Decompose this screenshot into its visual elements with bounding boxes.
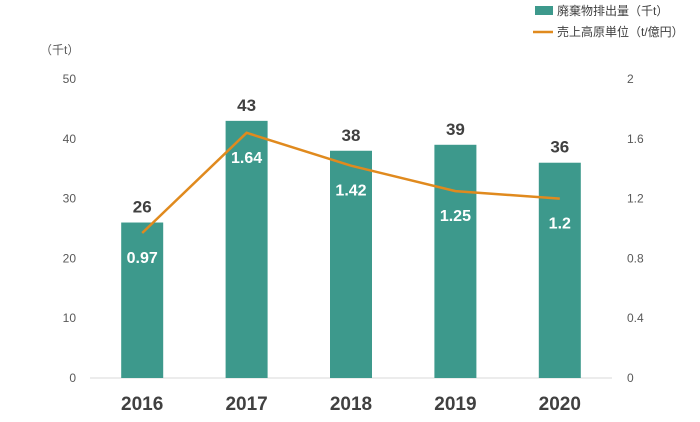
legend-bar-swatch — [535, 6, 553, 15]
line-value-label: 1.25 — [440, 208, 471, 225]
left-tick-label: 50 — [63, 72, 77, 86]
bar — [330, 150, 372, 378]
legend-line-label: 売上高原単位（t/億円） — [557, 24, 684, 39]
left-tick-label: 10 — [63, 311, 77, 325]
right-tick-label: 0 — [627, 371, 634, 385]
bar-value-label: 36 — [550, 138, 569, 157]
left-tick-label: 30 — [63, 192, 77, 206]
right-tick-label: 2 — [627, 72, 634, 86]
category-label: 2020 — [539, 394, 581, 415]
line-value-label: 1.64 — [231, 150, 262, 167]
legend-bar-label: 廃棄物排出量（千t） — [557, 3, 668, 18]
line-value-label: 1.42 — [335, 183, 366, 200]
bar-value-label: 43 — [237, 96, 256, 115]
right-tick-label: 1.2 — [627, 192, 644, 206]
bar-value-label: 39 — [446, 120, 465, 139]
line-value-label: 1.2 — [549, 216, 571, 233]
left-axis-unit: （千t） — [40, 43, 79, 57]
bar — [538, 162, 581, 378]
left-tick-label: 40 — [63, 132, 77, 146]
right-tick-label: 0.8 — [627, 251, 644, 265]
bar — [121, 222, 164, 378]
category-label: 2016 — [121, 394, 163, 415]
left-tick-label: 20 — [63, 251, 77, 265]
category-label: 2017 — [225, 394, 267, 415]
right-tick-label: 0.4 — [627, 311, 644, 325]
bar-value-label: 38 — [342, 126, 361, 145]
category-label: 2019 — [434, 394, 476, 415]
line-value-label: 0.97 — [127, 250, 158, 267]
right-tick-label: 1.6 — [627, 132, 644, 146]
bar — [225, 120, 268, 379]
bar — [434, 144, 477, 378]
bar-value-label: 26 — [133, 198, 152, 217]
category-label: 2018 — [330, 394, 372, 415]
left-tick-label: 0 — [69, 371, 76, 385]
